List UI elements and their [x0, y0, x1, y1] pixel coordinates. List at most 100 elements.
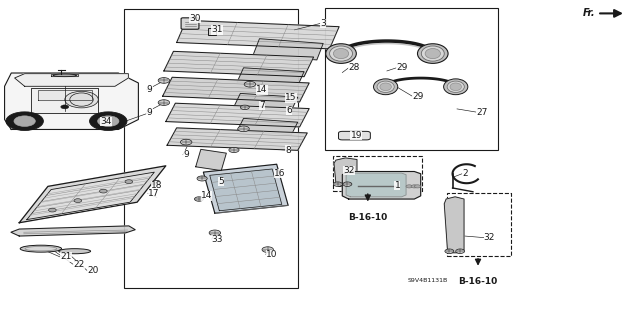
Text: 17: 17 — [148, 189, 159, 198]
Ellipse shape — [447, 81, 465, 93]
Circle shape — [49, 208, 56, 212]
Ellipse shape — [330, 46, 353, 61]
Text: 2: 2 — [462, 169, 468, 178]
Polygon shape — [38, 90, 92, 100]
Text: 3: 3 — [320, 19, 326, 28]
Text: 6: 6 — [286, 106, 292, 115]
Polygon shape — [15, 74, 129, 86]
FancyBboxPatch shape — [181, 18, 199, 29]
Ellipse shape — [333, 48, 349, 59]
Bar — [209, 28, 216, 34]
Circle shape — [414, 185, 420, 188]
Ellipse shape — [59, 249, 91, 254]
Circle shape — [197, 176, 207, 181]
Circle shape — [333, 182, 342, 186]
Polygon shape — [204, 164, 288, 213]
Ellipse shape — [421, 46, 444, 61]
Text: 9: 9 — [183, 150, 189, 159]
Ellipse shape — [444, 79, 468, 95]
Text: B-16-10: B-16-10 — [348, 213, 387, 222]
Circle shape — [14, 116, 35, 126]
Text: 19: 19 — [351, 131, 362, 140]
Text: S9V4B1131B: S9V4B1131B — [408, 278, 448, 283]
Polygon shape — [346, 173, 406, 197]
Text: 29: 29 — [396, 63, 408, 72]
Ellipse shape — [326, 44, 356, 63]
Polygon shape — [237, 118, 298, 135]
Polygon shape — [166, 103, 309, 127]
Circle shape — [97, 116, 119, 126]
Text: 20: 20 — [88, 266, 99, 275]
Circle shape — [74, 199, 82, 203]
Polygon shape — [164, 51, 314, 77]
Text: 1: 1 — [394, 181, 400, 190]
Circle shape — [61, 105, 69, 109]
Text: 9: 9 — [147, 108, 152, 116]
Text: 7: 7 — [259, 101, 265, 110]
Circle shape — [262, 247, 273, 252]
Ellipse shape — [425, 48, 440, 59]
Circle shape — [65, 91, 99, 108]
Polygon shape — [444, 197, 464, 253]
Ellipse shape — [374, 79, 397, 95]
Circle shape — [456, 249, 465, 253]
Circle shape — [158, 78, 170, 83]
Circle shape — [244, 81, 255, 87]
Bar — [447, 193, 511, 256]
Text: Fr.: Fr. — [583, 8, 596, 18]
Text: 5: 5 — [218, 177, 224, 186]
Ellipse shape — [25, 247, 57, 251]
Text: 16: 16 — [274, 169, 285, 178]
Bar — [325, 8, 499, 150]
Ellipse shape — [377, 81, 394, 93]
Ellipse shape — [53, 74, 77, 77]
Text: 28: 28 — [349, 63, 360, 72]
Circle shape — [411, 185, 417, 188]
Circle shape — [241, 105, 249, 109]
Circle shape — [195, 197, 204, 201]
Polygon shape — [196, 149, 227, 171]
Ellipse shape — [20, 245, 61, 252]
Polygon shape — [163, 77, 309, 102]
Ellipse shape — [417, 44, 448, 63]
Ellipse shape — [450, 83, 461, 91]
Circle shape — [406, 185, 412, 188]
Circle shape — [158, 100, 170, 105]
Bar — [124, 9, 298, 287]
Polygon shape — [27, 172, 154, 219]
Circle shape — [100, 189, 107, 193]
Text: 18: 18 — [151, 181, 163, 190]
Text: B-16-10: B-16-10 — [458, 277, 498, 286]
Text: 21: 21 — [60, 252, 72, 261]
Polygon shape — [342, 172, 420, 199]
Ellipse shape — [380, 83, 392, 91]
Text: 30: 30 — [189, 14, 201, 23]
Circle shape — [180, 139, 192, 145]
Circle shape — [343, 182, 352, 186]
Text: 22: 22 — [74, 260, 84, 269]
Polygon shape — [11, 226, 135, 236]
Text: 27: 27 — [476, 108, 488, 116]
Circle shape — [125, 180, 132, 183]
Text: 14: 14 — [201, 191, 212, 200]
Bar — [333, 156, 422, 191]
Text: 14: 14 — [256, 85, 268, 94]
Text: 31: 31 — [212, 25, 223, 34]
Circle shape — [238, 126, 249, 132]
Polygon shape — [167, 128, 307, 150]
Polygon shape — [234, 93, 298, 110]
Text: 29: 29 — [412, 92, 424, 101]
Circle shape — [445, 249, 454, 253]
Polygon shape — [237, 68, 304, 86]
Polygon shape — [51, 74, 78, 76]
Polygon shape — [19, 166, 166, 223]
FancyBboxPatch shape — [339, 131, 371, 140]
Polygon shape — [253, 39, 323, 60]
Polygon shape — [177, 20, 339, 49]
Text: 34: 34 — [100, 117, 111, 126]
Text: 9: 9 — [147, 85, 152, 94]
Circle shape — [6, 112, 44, 130]
Text: 32: 32 — [344, 166, 355, 175]
Polygon shape — [4, 73, 138, 130]
Circle shape — [152, 180, 161, 185]
